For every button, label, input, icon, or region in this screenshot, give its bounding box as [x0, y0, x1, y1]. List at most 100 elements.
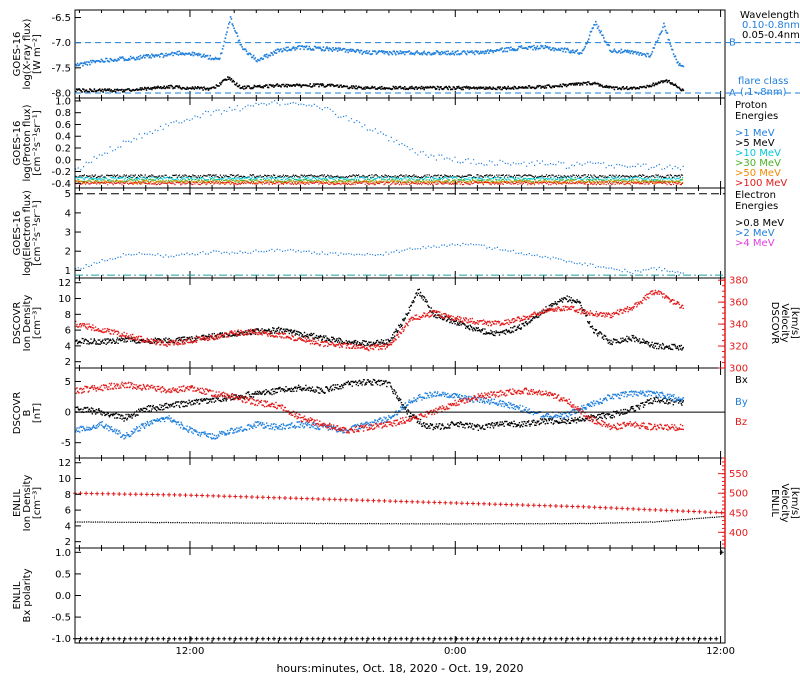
dscovr-density-tick-label-5: 2	[65, 357, 71, 368]
flare-class-label-1: A	[729, 88, 736, 99]
proton-legend-5: >100 MeV	[735, 178, 787, 189]
proton-tick-label-5: 0.0	[55, 155, 71, 166]
dscovr-velocity-tick-label-4: 300	[729, 364, 748, 375]
electron-legend-1: >2 MeV	[735, 228, 775, 239]
dscovr-b-legend-1: By	[735, 397, 748, 408]
axes-layer	[74, 9, 800, 644]
xray-ylabel-0: GOES-16	[12, 32, 23, 77]
enlil-polarity-series	[73, 550, 724, 641]
dscovr-density-tick-label-2: 8	[65, 310, 71, 321]
dscovr-density-tick-label-4: 4	[65, 341, 71, 352]
data-layer	[73, 16, 724, 641]
proton-ylabel-0: GOES-16	[12, 121, 23, 166]
xray-tick-label-2: -7.5	[51, 63, 71, 74]
dscovr-velocity-tick-label-3: 320	[729, 342, 748, 353]
enlil-velocity-tick-label-1: 500	[729, 489, 748, 500]
proton-tick-label-7: -0.4	[51, 179, 71, 190]
dscovr-density-ylabel-2: [cm⁻³]	[32, 307, 43, 339]
flare-note-2: (.1-.8nm)	[740, 87, 787, 98]
proton-legend-2: >10 MeV	[735, 148, 781, 159]
enlil-polarity-ylabel-0: ENLIL	[12, 581, 23, 609]
enlil-velocity-ylabel-1: Velocity	[779, 483, 790, 522]
enlil-density-tick-label-3: 6	[65, 506, 71, 517]
electron-legend-2: >4 MeV	[735, 238, 775, 249]
proton-legend-title-0: Proton	[735, 100, 767, 111]
electron-tick-label-3: 2	[65, 247, 71, 258]
dscovr-b-tick-label-1: 0	[65, 408, 71, 419]
dscovr-b-ylabel-1: B	[22, 409, 33, 416]
proton-tick-label-2: 0.6	[55, 120, 71, 131]
dscovr-density-ylabel-0: DSCOVR	[12, 302, 23, 345]
electron-legend-0: >0.8 MeV	[735, 218, 784, 229]
enlil-density-tick-label-1: 10	[58, 474, 71, 485]
electron-tick-label-1: 4	[65, 208, 71, 219]
dscovr-velocity-tick-label-0: 380	[729, 276, 748, 287]
electron-legend-title-1: Energies	[735, 201, 778, 212]
proton-series-0	[75, 99, 684, 171]
enlil-velocity-tick-label-0: 550	[729, 469, 748, 480]
proton-ylabel-1: log(Proton flux)	[22, 104, 33, 181]
enlil-density-ylabel-0: ENLIL	[12, 489, 23, 517]
proton-legend-4: >50 MeV	[735, 168, 781, 179]
proton-legend-3: >30 MeV	[735, 158, 781, 169]
proton-tick-label-4: 0.2	[55, 144, 71, 155]
x-tick-label-2: 12:00	[706, 646, 735, 657]
enlil-velocity-series	[73, 491, 724, 515]
enlil-polarity-tick-label-2: 0.0	[55, 591, 71, 602]
enlil-polarity-tick-label-0: 1.0	[55, 548, 71, 559]
dscovr-velocity-tick-label-2: 340	[729, 320, 748, 331]
dscovr-b-tick-label-0: 5	[65, 377, 71, 388]
dscovr-b-legend-2: Bz	[735, 417, 747, 428]
proton-tick-label-1: 0.8	[55, 108, 71, 119]
dscovr-b-legend-0: Bx	[735, 375, 748, 386]
panel-frame-electron	[74, 187, 726, 279]
x-axis-label: hours:minutes, Oct. 18, 2020 - Oct. 19, …	[276, 662, 523, 675]
enlil-velocity-tick-label-2: 450	[729, 508, 748, 519]
xray-tick-label-3: -8.0	[51, 88, 71, 99]
proton-tick-label-3: 0.4	[55, 132, 71, 143]
enlil-density-tick-label-4: 4	[65, 521, 71, 532]
enlil-velocity-tick-label-3: 400	[729, 528, 748, 539]
dscovr-velocity-ylabel-0: DSCOVR	[769, 302, 780, 345]
dscovr-density-tick-label-0: 12	[58, 278, 71, 289]
xray-series-1	[75, 76, 685, 93]
enlil-density-series	[75, 515, 724, 525]
wavelength-short: 0.05-0.4nm	[742, 30, 800, 41]
electron-ylabel-0: GOES-16	[12, 211, 23, 256]
enlil-polarity-tick-label-4: -1.0	[51, 634, 71, 645]
electron-tick-label-4: 1	[65, 266, 71, 277]
enlil-density-tick-label-2: 8	[65, 490, 71, 501]
enlil-density-ylabel-2: [cm⁻³]	[32, 487, 43, 519]
enlil-density-tick-label-0: 12	[58, 458, 71, 469]
dscovr-density-series	[75, 288, 684, 351]
electron-tick-label-0: 5	[65, 189, 71, 200]
proton-series-2	[75, 176, 684, 181]
wavelength-long: 0.10-0.8nm	[742, 20, 800, 31]
proton-ylabel-2: [cm⁻²s⁻¹sr⁻¹]	[32, 110, 43, 176]
dscovr-velocity-series	[75, 289, 684, 352]
electron-tick-label-2: 3	[65, 228, 71, 239]
dscovr-b-series-1	[75, 390, 684, 440]
proton-legend-title-1: Energies	[735, 111, 778, 122]
flare-class-label-0: B	[729, 38, 736, 49]
dscovr-b-series-0	[75, 378, 684, 431]
dscovr-b-tick-label-2: -5	[61, 438, 71, 449]
x-tick-label-0: 12:00	[176, 646, 205, 657]
proton-tick-label-6: -0.2	[51, 167, 71, 178]
proton-legend-0: >1 MeV	[735, 128, 775, 139]
enlil-polarity-tick-label-3: -0.5	[51, 613, 71, 624]
xray-series-0	[75, 16, 685, 68]
enlil-polarity-ylabel-1: Bx polarity	[22, 568, 33, 622]
dscovr-b-ylabel-2: [nT]	[32, 403, 43, 423]
xray-ylabel-2: [W m⁻²]	[32, 34, 43, 74]
electron-ylabel-2: [cm⁻²s⁻¹sr⁻¹]	[32, 200, 43, 266]
enlil-velocity-ylabel-0: ENLIL	[769, 489, 780, 517]
enlil-polarity-tick-label-1: 0.5	[55, 569, 71, 580]
enlil-velocity-ylabel-2: [km/s]	[789, 487, 800, 519]
electron-series-1	[75, 242, 684, 275]
wavelength-title: Wavelength	[740, 10, 799, 21]
x-tick-label-1: 0:00	[444, 646, 466, 657]
electron-ylabel-1: log(Electron flux)	[22, 190, 33, 276]
